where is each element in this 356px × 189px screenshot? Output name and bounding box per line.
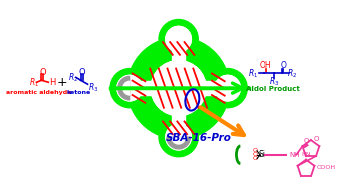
- Bar: [187, 81, 227, 95]
- Text: O: O: [252, 148, 258, 153]
- Text: $R_1$: $R_1$: [248, 67, 258, 80]
- Text: +: +: [57, 76, 67, 89]
- Wedge shape: [118, 76, 130, 100]
- Circle shape: [215, 75, 240, 101]
- Text: $R_3$: $R_3$: [88, 82, 98, 94]
- Text: $R_2$: $R_2$: [68, 71, 78, 84]
- Bar: [130, 74, 171, 102]
- Wedge shape: [123, 81, 130, 95]
- Circle shape: [128, 37, 230, 139]
- Circle shape: [151, 61, 206, 115]
- Text: ketone: ketone: [67, 90, 91, 94]
- Circle shape: [166, 124, 192, 150]
- Text: O: O: [78, 68, 85, 77]
- Bar: [172, 96, 185, 137]
- Text: OH: OH: [260, 61, 272, 70]
- Text: aromatic aldehyde: aromatic aldehyde: [6, 90, 71, 94]
- Text: Aldol Product: Aldol Product: [246, 86, 300, 92]
- Text: COOH: COOH: [316, 165, 335, 170]
- Wedge shape: [167, 137, 190, 149]
- Wedge shape: [172, 137, 185, 144]
- Text: O: O: [39, 68, 46, 77]
- Circle shape: [151, 61, 206, 115]
- Text: Si: Si: [258, 150, 266, 159]
- Circle shape: [215, 75, 240, 101]
- Text: HN: HN: [301, 152, 311, 157]
- Text: $R_3$: $R_3$: [268, 75, 279, 88]
- Text: $R_2$: $R_2$: [287, 67, 297, 80]
- Text: $R_1$: $R_1$: [29, 76, 39, 88]
- Text: O: O: [281, 61, 287, 70]
- Text: O: O: [252, 152, 258, 157]
- Circle shape: [110, 69, 149, 108]
- Text: NH: NH: [289, 152, 300, 158]
- Circle shape: [166, 124, 192, 150]
- Circle shape: [159, 19, 198, 59]
- Circle shape: [166, 26, 192, 52]
- Text: SBA-16-Pro: SBA-16-Pro: [166, 133, 232, 143]
- Circle shape: [208, 69, 247, 108]
- Circle shape: [166, 26, 192, 52]
- Bar: [165, 96, 192, 137]
- Text: O: O: [304, 138, 309, 144]
- Bar: [172, 39, 185, 80]
- Text: O: O: [314, 136, 319, 142]
- Bar: [165, 39, 192, 80]
- Circle shape: [159, 118, 198, 157]
- Circle shape: [117, 75, 142, 101]
- Text: H: H: [49, 78, 56, 87]
- Circle shape: [117, 75, 142, 101]
- Bar: [187, 74, 227, 102]
- Bar: [130, 81, 171, 95]
- Text: O: O: [252, 156, 258, 161]
